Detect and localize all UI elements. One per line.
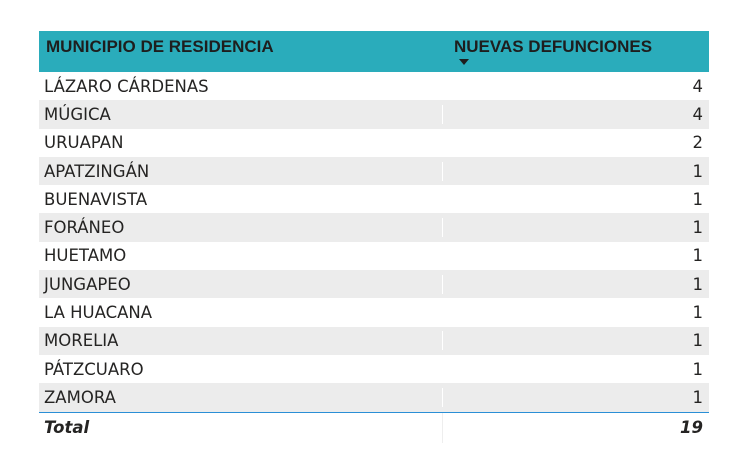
table-row[interactable]: MORELIA 1 (39, 326, 709, 355)
column-header-label: MUNICIPIO DE RESIDENCIA (46, 37, 274, 56)
table-body: LÁZARO CÁRDENAS 4 MÚGICA 4 URUAPAN 2 APATZINGÁ… (39, 72, 709, 412)
cell-municipio: ZAMORA (44, 387, 116, 407)
cell-defunciones: 1 (442, 387, 709, 407)
cell-municipio: JUNGAPEO (44, 274, 131, 294)
total-row: Total 19 (39, 411, 709, 443)
cell-defunciones: 1 (442, 331, 709, 351)
cell-municipio: MÚGICA (44, 104, 111, 124)
cell-municipio: PÁTZCUARO (44, 359, 144, 379)
cell-defunciones: 1 (442, 218, 709, 238)
table-row[interactable]: LA HUACANA 1 (39, 298, 709, 326)
cell-defunciones: 1 (442, 274, 709, 294)
column-header-municipio[interactable]: MUNICIPIO DE RESIDENCIA (39, 31, 448, 72)
cell-municipio: HUETAMO (44, 246, 127, 266)
table-row[interactable]: PÁTZCUARO 1 (39, 355, 709, 383)
cell-defunciones: 1 (442, 359, 709, 379)
cell-municipio: LA HUACANA (44, 303, 153, 323)
table-row[interactable]: JUNGAPEO 1 (39, 270, 709, 299)
table-header: MUNICIPIO DE RESIDENCIA NUEVAS DEFUNCION… (39, 31, 709, 72)
sort-descending-icon[interactable] (459, 59, 469, 65)
cell-municipio: URUAPAN (44, 133, 124, 153)
column-header-label: NUEVAS DEFUNCIONES (454, 37, 653, 56)
cell-defunciones: 4 (442, 104, 709, 124)
cell-defunciones: 4 (442, 76, 709, 96)
cell-defunciones: 1 (442, 246, 709, 266)
cell-defunciones: 1 (442, 189, 709, 209)
cell-municipio: LÁZARO CÁRDENAS (44, 76, 209, 96)
table-row[interactable]: URUAPAN 2 (39, 129, 709, 157)
table-row[interactable]: BUENAVISTA 1 (39, 185, 709, 213)
cell-defunciones: 1 (442, 161, 709, 181)
cell-municipio: APATZINGÁN (44, 161, 150, 181)
cell-municipio: FORÁNEO (44, 218, 125, 238)
table-row[interactable]: FORÁNEO 1 (39, 213, 709, 242)
table-row[interactable]: MÚGICA 4 (39, 100, 709, 129)
deaths-table: MUNICIPIO DE RESIDENCIA NUEVAS DEFUNCION… (39, 31, 709, 443)
table-row[interactable]: HUETAMO 1 (39, 242, 709, 270)
table-row[interactable]: APATZINGÁN 1 (39, 156, 709, 186)
total-label: Total (44, 418, 90, 438)
column-header-defunciones[interactable]: NUEVAS DEFUNCIONES (448, 31, 709, 72)
table-row[interactable]: LÁZARO CÁRDENAS 4 (39, 72, 709, 100)
cell-municipio: MORELIA (44, 331, 119, 351)
total-value: 19 (442, 412, 709, 443)
cell-municipio: BUENAVISTA (44, 189, 148, 209)
cell-defunciones: 2 (442, 133, 709, 153)
cell-defunciones: 1 (442, 303, 709, 323)
table-row[interactable]: ZAMORA 1 (39, 383, 709, 412)
